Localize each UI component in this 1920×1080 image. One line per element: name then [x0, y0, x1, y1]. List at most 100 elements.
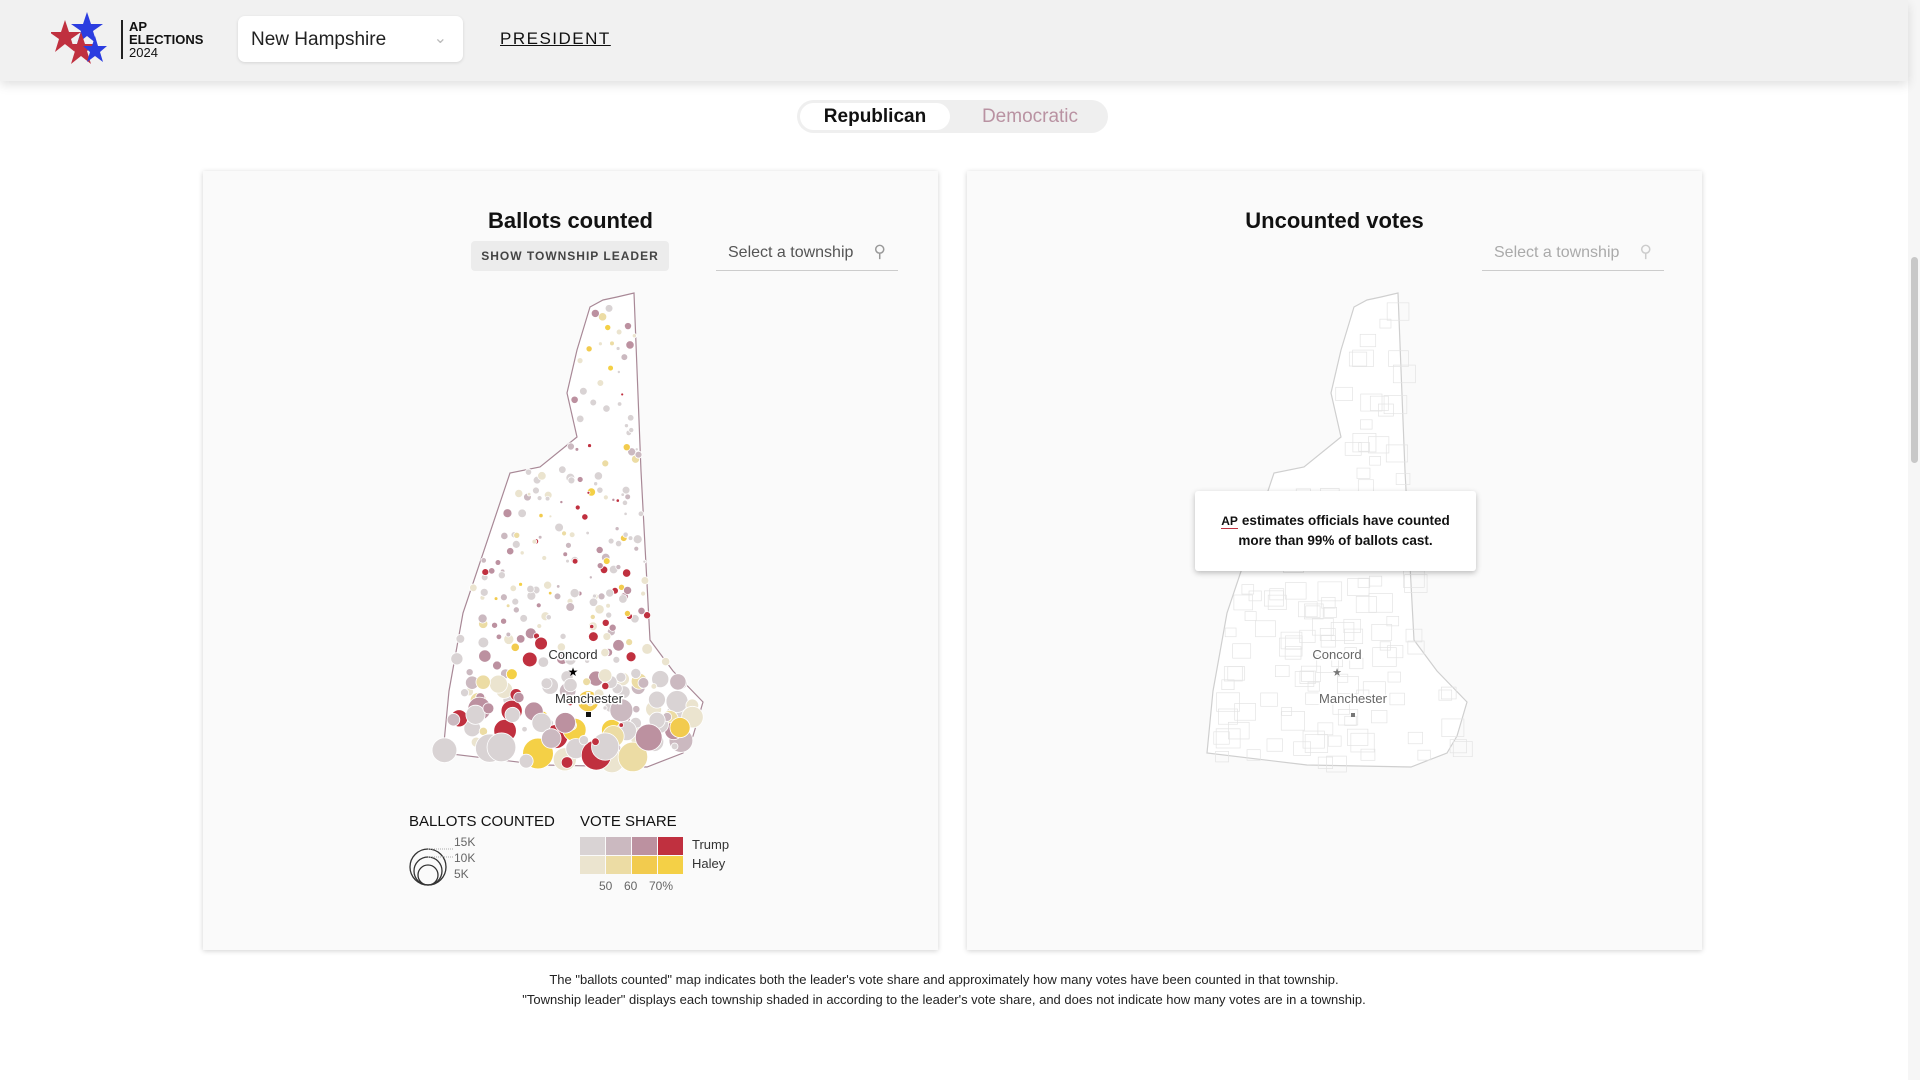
township-bubble[interactable] — [571, 557, 579, 565]
township-bubble[interactable] — [623, 423, 629, 429]
ap-elections-logo[interactable]: AP ELECTIONS 2024 — [49, 12, 203, 64]
township-bubble[interactable] — [558, 465, 567, 474]
township-bubble[interactable] — [648, 690, 666, 709]
township-bubble[interactable] — [519, 614, 528, 623]
township-bubble[interactable] — [559, 632, 567, 640]
township-bubble[interactable] — [622, 531, 629, 538]
show-township-leader-button[interactable]: SHOW TOWNSHIP LEADER — [471, 241, 669, 271]
township-bubble[interactable] — [601, 681, 610, 691]
township-bubble[interactable] — [536, 495, 543, 502]
township-bubble[interactable] — [609, 340, 615, 347]
township-bubble[interactable] — [482, 702, 495, 715]
nh-ballots-map[interactable]: Concord ★ Manchester — [203, 171, 938, 811]
township-bubble[interactable] — [537, 534, 543, 540]
township-bubble[interactable] — [590, 308, 600, 318]
township-bubble[interactable] — [589, 398, 598, 407]
township-bubble[interactable] — [608, 623, 617, 632]
township-bubble[interactable] — [604, 304, 614, 313]
township-bubble[interactable] — [602, 632, 612, 641]
township-bubble[interactable] — [601, 459, 610, 468]
township-bubble[interactable] — [586, 699, 594, 707]
township-bubble[interactable] — [593, 471, 604, 481]
township-bubble[interactable] — [504, 706, 521, 723]
township-bubble[interactable] — [600, 647, 610, 658]
township-bubble[interactable] — [622, 443, 631, 452]
township-bubble[interactable] — [594, 604, 605, 615]
township-bubble[interactable] — [515, 634, 526, 644]
township-bubble[interactable] — [460, 688, 470, 698]
township-bubble[interactable] — [640, 576, 650, 585]
township-bubble[interactable] — [465, 668, 474, 677]
township-bubble[interactable] — [597, 341, 603, 347]
township-bubble[interactable] — [615, 564, 622, 571]
township-bubble[interactable] — [576, 414, 585, 424]
township-bubble[interactable] — [531, 538, 538, 545]
township-bubble[interactable] — [554, 712, 576, 734]
township-bubble[interactable] — [593, 688, 605, 700]
township-bubble[interactable] — [607, 364, 614, 372]
township-bubble[interactable] — [624, 493, 631, 501]
township-bubble[interactable] — [585, 345, 593, 353]
township-bubble[interactable] — [505, 668, 518, 681]
township-bubble[interactable] — [616, 369, 621, 374]
township-bubble[interactable] — [634, 450, 643, 459]
township-search-input[interactable]: Select a township ⚲ — [716, 236, 898, 271]
township-bubble[interactable] — [612, 639, 625, 652]
township-bubble[interactable] — [538, 512, 544, 519]
township-bubble[interactable] — [602, 557, 611, 565]
township-bubble[interactable] — [514, 489, 524, 499]
township-bubble[interactable] — [640, 590, 646, 597]
township-bubble[interactable] — [632, 705, 641, 714]
township-bubble[interactable] — [637, 677, 650, 689]
township-bubble[interactable] — [479, 587, 489, 597]
township-bubble[interactable] — [623, 585, 633, 595]
scrollbar-thumb[interactable] — [1911, 257, 1918, 463]
township-bubble[interactable] — [604, 324, 612, 332]
township-bubble[interactable] — [500, 617, 508, 625]
township-search-input[interactable]: Select a township ⚲ — [1482, 236, 1664, 271]
township-bubble[interactable] — [518, 581, 523, 587]
township-bubble[interactable] — [605, 603, 611, 609]
township-bubble[interactable] — [455, 634, 466, 644]
township-bubble[interactable] — [556, 584, 561, 589]
township-bubble[interactable] — [588, 631, 599, 642]
township-bubble[interactable] — [526, 584, 535, 594]
township-bubble[interactable] — [634, 447, 639, 452]
township-bubble[interactable] — [513, 531, 521, 539]
township-bubble[interactable] — [637, 606, 646, 616]
township-bubble[interactable] — [513, 691, 525, 704]
township-bubble[interactable] — [469, 583, 478, 592]
township-bubble[interactable] — [540, 677, 553, 690]
township-bubble[interactable] — [609, 698, 634, 723]
township-bubble[interactable] — [561, 530, 567, 537]
township-bubble[interactable] — [517, 508, 527, 519]
township-bubble[interactable] — [497, 571, 506, 580]
township-bubble[interactable] — [518, 753, 534, 769]
township-bubble[interactable] — [605, 611, 613, 619]
township-bubble[interactable] — [578, 735, 589, 746]
township-bubble[interactable] — [623, 610, 631, 618]
township-bubble[interactable] — [630, 667, 642, 679]
township-bubble[interactable] — [623, 511, 628, 516]
nav-president-link[interactable]: PRESIDENT — [500, 29, 611, 48]
township-bubble[interactable] — [545, 614, 552, 621]
township-bubble[interactable] — [582, 677, 591, 687]
township-bubble[interactable] — [602, 404, 611, 413]
township-bubble[interactable] — [598, 668, 613, 683]
township-bubble[interactable] — [615, 328, 623, 336]
township-bubble[interactable] — [475, 674, 491, 690]
township-bubble[interactable] — [626, 414, 635, 422]
township-bubble[interactable] — [541, 728, 562, 749]
township-bubble[interactable] — [567, 476, 576, 485]
township-bubble[interactable] — [585, 530, 590, 536]
township-bubble[interactable] — [565, 558, 570, 564]
township-bubble[interactable] — [633, 545, 640, 552]
township-bubble[interactable] — [597, 592, 606, 601]
township-bubble[interactable] — [615, 498, 620, 503]
township-bubble[interactable] — [563, 677, 578, 693]
township-bubble[interactable] — [602, 705, 608, 711]
township-bubble[interactable] — [602, 494, 609, 501]
township-bubble[interactable] — [564, 653, 577, 666]
township-bubble[interactable] — [631, 333, 637, 339]
township-bubble[interactable] — [627, 535, 634, 541]
